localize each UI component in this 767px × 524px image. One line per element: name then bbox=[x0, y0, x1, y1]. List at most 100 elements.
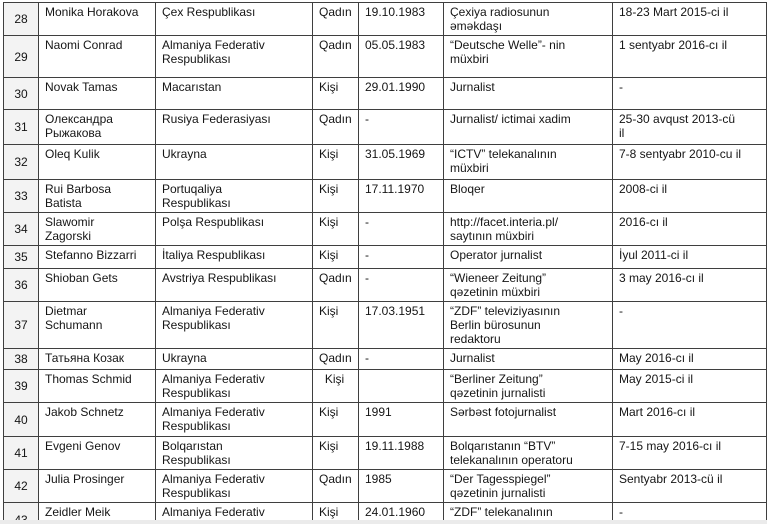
cell-period: 3 may 2016-cı il bbox=[612, 268, 767, 302]
cell-birth-date: - bbox=[358, 212, 444, 246]
cell-name: Naomi Conrad bbox=[38, 35, 156, 78]
cell-gender: Qadın bbox=[312, 348, 359, 370]
cell-row-number: 34 bbox=[3, 212, 39, 246]
cell-country: Macarıstan bbox=[155, 77, 313, 110]
cell-name: Jakob Schnetz bbox=[38, 402, 156, 437]
cell-period: Mart 2016-cı il bbox=[612, 402, 767, 437]
table-row: 35 Stefanno Bizzarri İtaliya Respublikas… bbox=[3, 245, 767, 269]
table-row: 37 Dietmar Schumann Almaniya Federativ R… bbox=[3, 301, 767, 349]
cell-occupation: Bolqarıstanın “BTV” telekanalının operat… bbox=[443, 436, 613, 470]
cell-occupation: http://facet.interia.pl/ saytının müxbir… bbox=[443, 212, 613, 246]
cell-country: Almaniya Federativ Respublikası bbox=[155, 369, 313, 403]
cell-country: Portuqaliya Respublikası bbox=[155, 179, 313, 213]
cell-gender: Kişi bbox=[312, 301, 359, 349]
cell-period: 2016-cı il bbox=[612, 212, 767, 246]
cell-country: Rusiya Federasiyası bbox=[155, 109, 313, 145]
cell-period: - bbox=[612, 301, 767, 349]
cell-birth-date: 1985 bbox=[358, 469, 444, 503]
cell-gender: Kişi bbox=[312, 369, 359, 403]
cell-birth-date bbox=[358, 369, 444, 403]
cell-gender: Qadın bbox=[312, 109, 359, 145]
cell-birth-date: 17.11.1970 bbox=[358, 179, 444, 213]
cell-row-number: 35 bbox=[3, 245, 39, 269]
table-row: 29 Naomi Conrad Almaniya Federativ Respu… bbox=[3, 35, 767, 78]
cell-row-number: 30 bbox=[3, 77, 39, 110]
cell-row-number: 41 bbox=[3, 436, 39, 470]
cell-birth-date: 19.11.1988 bbox=[358, 436, 444, 470]
cell-birth-date: - bbox=[358, 348, 444, 370]
cell-row-number: 43 bbox=[3, 502, 39, 524]
cell-row-number: 29 bbox=[3, 35, 39, 78]
cell-name: Stefanno Bizzarri bbox=[38, 245, 156, 269]
cell-occupation: Operator jurnalist bbox=[443, 245, 613, 269]
cell-gender: Kişi bbox=[312, 245, 359, 269]
cell-period: - bbox=[612, 77, 767, 110]
table-row: 40 Jakob Schnetz Almaniya Federativ Resp… bbox=[3, 402, 767, 437]
cell-country: İtaliya Respublikası bbox=[155, 245, 313, 269]
cell-period: 7-8 sentyabr 2010-cu il bbox=[612, 144, 767, 180]
cell-occupation: Jurnalist bbox=[443, 77, 613, 110]
cell-gender: Kişi bbox=[312, 77, 359, 110]
cell-country: Ukrayna bbox=[155, 144, 313, 180]
cell-country: Almaniya Federativ Respublikası bbox=[155, 402, 313, 437]
cell-name: Evgeni Genov bbox=[38, 436, 156, 470]
cell-row-number: 39 bbox=[3, 369, 39, 403]
cell-birth-date: 05.05.1983 bbox=[358, 35, 444, 78]
page-bottom-edge bbox=[0, 520, 767, 524]
cell-birth-date: - bbox=[358, 245, 444, 269]
cell-row-number: 36 bbox=[3, 268, 39, 302]
cell-occupation: Jurnalist bbox=[443, 348, 613, 370]
table-row: 31 Олександра Рыжакова Rusiya Federasiya… bbox=[3, 109, 767, 145]
table-row: 39 Thomas Schmid Almaniya Federativ Resp… bbox=[3, 369, 767, 403]
cell-name: Oleq Kulik bbox=[38, 144, 156, 180]
cell-period: - bbox=[612, 502, 767, 524]
table-row: 32 Oleq Kulik Ukrayna Kişi 31.05.1969 “I… bbox=[3, 144, 767, 180]
cell-name: Julia Prosinger bbox=[38, 469, 156, 503]
cell-occupation: “ICTV” telekanalının müxbiri bbox=[443, 144, 613, 180]
cell-period: Sentyabr 2013-cü il bbox=[612, 469, 767, 503]
cell-gender: Qadın bbox=[312, 268, 359, 302]
cell-name: Shioban Gets bbox=[38, 268, 156, 302]
cell-period: May 2016-cı il bbox=[612, 348, 767, 370]
cell-birth-date: 1991 bbox=[358, 402, 444, 437]
cell-occupation: “Deutsche Welle”- nin müxbiri bbox=[443, 35, 613, 78]
cell-period: May 2015-ci il bbox=[612, 369, 767, 403]
cell-occupation: “Der Tagesspiegel” qəzetinin jurnalisti bbox=[443, 469, 613, 503]
cell-period: 1 sentyabr 2016-cı il bbox=[612, 35, 767, 78]
cell-occupation: Sərbəst fotojurnalist bbox=[443, 402, 613, 437]
table-row: 30 Novak Tamas Macarıstan Kişi 29.01.199… bbox=[3, 77, 767, 110]
table-row: 41 Evgeni Genov Bolqarıstan Respublikası… bbox=[3, 436, 767, 470]
cell-birth-date: - bbox=[358, 109, 444, 145]
table-row: 28 Monika Horakova Çex Respublikası Qadı… bbox=[3, 2, 767, 36]
table-row: 34 Slawomir Zagorski Polşa Respublikası … bbox=[3, 212, 767, 246]
cell-gender: Qadın bbox=[312, 469, 359, 503]
table-row: 38 Татьяна Козак Ukrayna Qadın - Jurnali… bbox=[3, 348, 767, 370]
cell-name: Novak Tamas bbox=[38, 77, 156, 110]
cell-name: Олександра Рыжакова bbox=[38, 109, 156, 145]
cell-period: İyul 2011-ci il bbox=[612, 245, 767, 269]
cell-gender: Kişi bbox=[312, 402, 359, 437]
cell-row-number: 40 bbox=[3, 402, 39, 437]
cell-occupation: Bloqer bbox=[443, 179, 613, 213]
cell-name: Slawomir Zagorski bbox=[38, 212, 156, 246]
cell-gender: Kişi bbox=[312, 212, 359, 246]
cell-gender: Qadın bbox=[312, 2, 359, 36]
cell-period: 25-30 avqust 2013-cü il bbox=[612, 109, 767, 145]
cell-gender: Kişi bbox=[312, 436, 359, 470]
cell-row-number: 38 bbox=[3, 348, 39, 370]
cell-country: Bolqarıstan Respublikası bbox=[155, 436, 313, 470]
cell-birth-date: 17.03.1951 bbox=[358, 301, 444, 349]
cell-gender: Qadın bbox=[312, 35, 359, 78]
cell-row-number: 37 bbox=[3, 301, 39, 349]
cell-country: Çex Respublikası bbox=[155, 2, 313, 36]
cell-country: Almaniya Federativ Respublikası bbox=[155, 301, 313, 349]
cell-occupation: “ZDF” telekanalının müxbiri bbox=[443, 502, 613, 524]
cell-row-number: 28 bbox=[3, 2, 39, 36]
cell-name: Dietmar Schumann bbox=[38, 301, 156, 349]
cell-country: Ukrayna bbox=[155, 348, 313, 370]
table-row: 33 Rui Barbosa Batista Portuqaliya Respu… bbox=[3, 179, 767, 213]
table-body: 28 Monika Horakova Çex Respublikası Qadı… bbox=[3, 2, 767, 524]
cell-row-number: 32 bbox=[3, 144, 39, 180]
cell-occupation: Jurnalist/ ictimai xadim bbox=[443, 109, 613, 145]
